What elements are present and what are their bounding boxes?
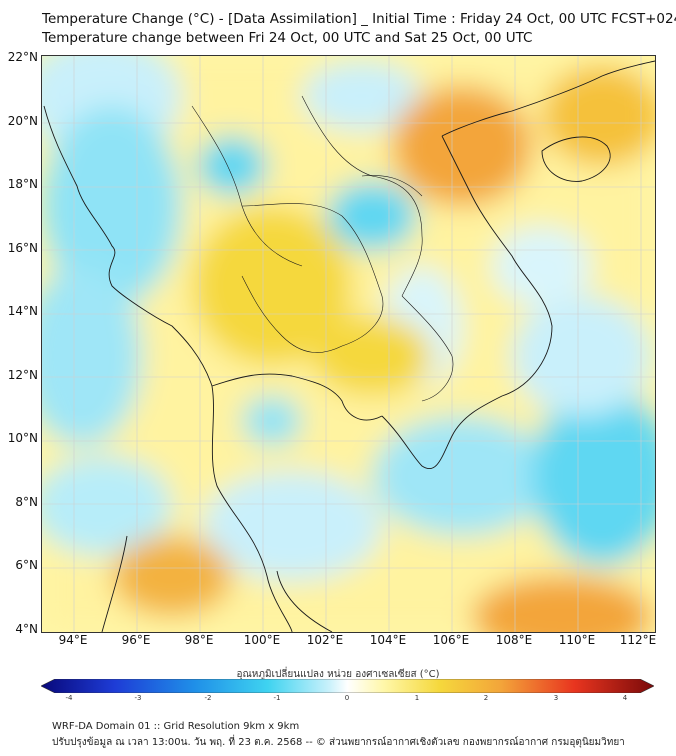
colorbar-tick: 0 — [344, 694, 350, 702]
lat-label: 16°N — [7, 241, 38, 255]
colorbar-tick: -1 — [273, 694, 281, 702]
colorbar-title: อุณหภูมิเปลี่ยนแปลง หน่วย องศาเซลเซียส (… — [236, 669, 440, 680]
lat-label: 14°N — [7, 304, 38, 318]
colorbar-tick: -4 — [65, 694, 73, 702]
lon-label: 112°E — [619, 633, 657, 647]
lon-label: 100°E — [243, 633, 281, 647]
lat-label: 4°N — [15, 622, 38, 636]
lat-label: 8°N — [15, 495, 38, 509]
lat-label: 20°N — [7, 114, 38, 128]
lon-label: 104°E — [369, 633, 407, 647]
colorbar-tick: 4 — [622, 694, 628, 702]
lat-label: 22°N — [7, 50, 38, 64]
lat-label: 6°N — [15, 558, 38, 572]
map-title: Temperature Change (°C) - [Data Assimila… — [42, 11, 676, 27]
lat-label: 12°N — [7, 368, 38, 382]
lon-label: 96°E — [121, 633, 151, 647]
colorbar-tick: 1 — [414, 694, 420, 702]
temperature-field — [42, 56, 655, 632]
lon-label: 94°E — [58, 633, 88, 647]
colorbar-tick: 3 — [553, 694, 559, 702]
lon-label: 108°E — [495, 633, 533, 647]
colorbar — [41, 679, 654, 693]
colorbar-tick: 2 — [483, 694, 489, 702]
lon-label: 98°E — [184, 633, 214, 647]
footer-model-info: WRF-DA Domain 01 :: Grid Resolution 9km … — [52, 721, 300, 732]
footer-credit: ปรับปรุงข้อมูล ณ เวลา 13:00น. วัน พฤ. ที… — [52, 737, 625, 748]
map-canvas — [42, 56, 655, 632]
colorbar-tick: -2 — [204, 694, 212, 702]
lon-label: 110°E — [558, 633, 596, 647]
colorbar-tick: -3 — [134, 694, 142, 702]
map-subtitle: Temperature change between Fri 24 Oct, 0… — [42, 30, 533, 46]
lon-label: 102°E — [306, 633, 344, 647]
graticule — [42, 56, 655, 632]
country-borders — [191, 95, 454, 402]
lon-label: 106°E — [432, 633, 470, 647]
temperature-change-map — [41, 55, 656, 633]
lat-label: 18°N — [7, 177, 38, 191]
coastlines — [43, 60, 655, 632]
lat-label: 10°N — [7, 431, 38, 445]
